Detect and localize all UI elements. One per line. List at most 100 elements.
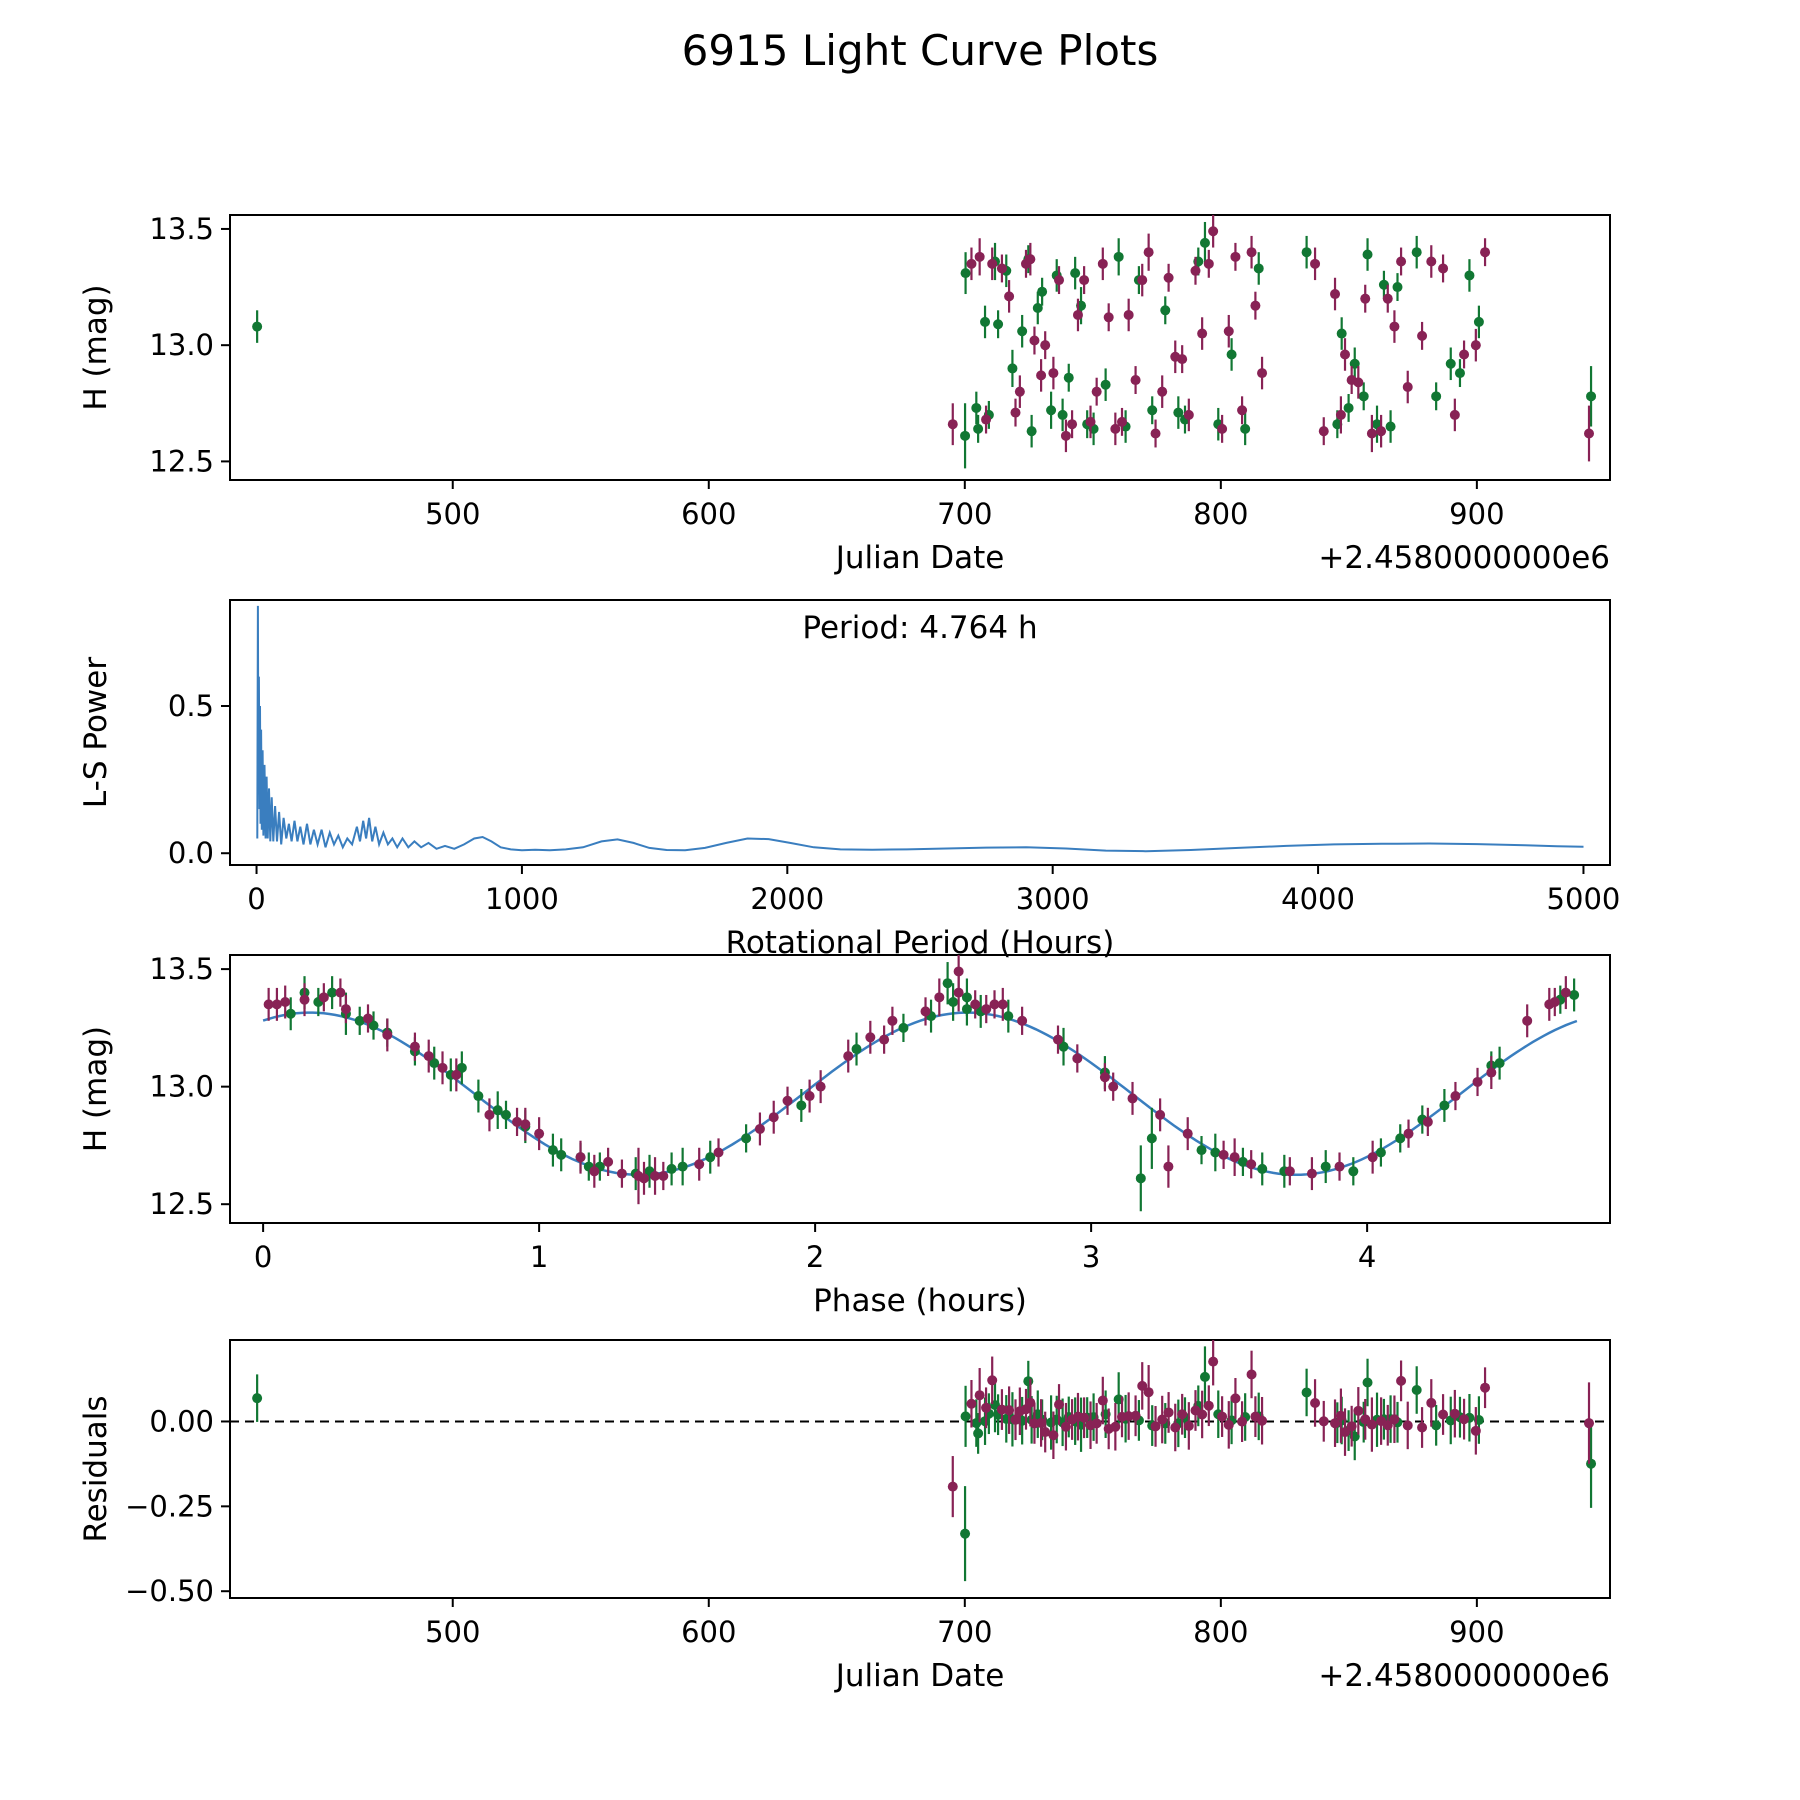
data-point xyxy=(1584,1418,1595,1429)
data-point xyxy=(252,321,263,332)
svg-text:800: 800 xyxy=(1193,497,1248,531)
data-point xyxy=(1025,1397,1036,1408)
data-point xyxy=(1010,407,1021,418)
data-point xyxy=(547,1145,558,1156)
period-annotation: Period: 4.764 h xyxy=(802,610,1037,646)
data-point xyxy=(960,430,971,441)
data-point xyxy=(556,1149,567,1160)
svg-text:13.0: 13.0 xyxy=(149,328,214,362)
data-point xyxy=(1426,256,1437,267)
data-point xyxy=(1586,391,1597,402)
x-axis-offset: +2.4580000000e6 xyxy=(1318,1658,1610,1694)
svg-text:600: 600 xyxy=(681,497,736,531)
data-point xyxy=(1230,251,1241,262)
data-point xyxy=(947,419,958,430)
data-point xyxy=(1079,1412,1090,1423)
data-point xyxy=(1057,409,1068,420)
data-point xyxy=(1183,1420,1194,1431)
data-point xyxy=(1310,1397,1321,1408)
data-point xyxy=(1480,1382,1491,1393)
svg-text:1: 1 xyxy=(530,1240,548,1274)
svg-text:3000: 3000 xyxy=(1016,882,1090,916)
data-point xyxy=(1301,247,1312,258)
data-point xyxy=(1223,1419,1234,1430)
data-point xyxy=(1454,368,1465,379)
svg-text:−0.50: −0.50 xyxy=(125,1574,214,1608)
data-point xyxy=(1097,1395,1108,1406)
data-point xyxy=(520,1119,531,1130)
svg-text:2: 2 xyxy=(806,1240,824,1274)
data-point xyxy=(1459,1414,1470,1425)
data-point xyxy=(1137,1380,1148,1391)
data-point xyxy=(1067,419,1078,430)
data-point xyxy=(1097,258,1108,269)
data-point xyxy=(1403,1128,1414,1139)
data-point xyxy=(1157,386,1168,397)
data-point xyxy=(1190,265,1201,276)
data-point xyxy=(1173,407,1184,418)
data-point xyxy=(1025,254,1036,265)
data-point xyxy=(1130,1410,1141,1421)
data-point xyxy=(285,1008,296,1019)
data-point xyxy=(429,1058,440,1069)
data-point xyxy=(1472,1076,1483,1087)
data-point xyxy=(1367,1152,1378,1163)
data-point xyxy=(1389,321,1400,332)
data-point xyxy=(1250,300,1261,311)
figure-title: 6915 Light Curve Plots xyxy=(681,26,1159,75)
y-axis-label: H (mag) xyxy=(78,1026,114,1152)
data-point xyxy=(1177,354,1188,365)
data-point xyxy=(1310,258,1321,269)
svg-text:500: 500 xyxy=(425,1615,480,1649)
data-point xyxy=(1320,1161,1331,1172)
svg-text:13.5: 13.5 xyxy=(149,212,214,246)
data-point xyxy=(1358,391,1369,402)
data-point xyxy=(960,268,971,279)
data-point xyxy=(1017,326,1028,337)
data-point xyxy=(409,1041,420,1052)
svg-text:4000: 4000 xyxy=(1281,882,1355,916)
data-point xyxy=(1438,263,1449,274)
data-point xyxy=(1362,1377,1373,1388)
sinusoid-fit-line xyxy=(262,1011,1578,1177)
panel-residuals: 500 600 700 800 900 0.00 −0.25 −0.50 Julian Date… xyxy=(78,1339,1611,1694)
data-point xyxy=(484,1109,495,1120)
data-point xyxy=(1163,272,1174,283)
data-point xyxy=(1072,1053,1083,1064)
data-point xyxy=(1137,275,1148,286)
data-point xyxy=(973,423,984,434)
svg-text:3: 3 xyxy=(1082,1240,1100,1274)
data-point xyxy=(1257,1163,1268,1174)
data-point xyxy=(974,251,985,262)
svg-text:12.5: 12.5 xyxy=(149,444,214,478)
panel-lightcurve: 500 600 700 800 900 12.5 13.0 13.5 Julian Date +2… xyxy=(78,212,1611,576)
y-axis-label: L-S Power xyxy=(78,657,114,808)
data-point xyxy=(1253,263,1264,274)
data-point xyxy=(1438,1409,1449,1420)
data-point xyxy=(1389,1414,1400,1425)
data-point xyxy=(1335,409,1346,420)
data-point xyxy=(1040,1427,1051,1438)
data-point xyxy=(1335,1410,1346,1421)
data-point xyxy=(589,1166,600,1177)
data-point xyxy=(1417,1422,1428,1433)
svg-text:13.0: 13.0 xyxy=(149,1070,214,1104)
data-point xyxy=(966,1398,977,1409)
svg-text:900: 900 xyxy=(1449,1615,1504,1649)
data-point xyxy=(1054,275,1065,286)
data-point xyxy=(1459,349,1470,360)
svg-text:1000: 1000 xyxy=(485,882,559,916)
svg-text:5000: 5000 xyxy=(1547,882,1621,916)
data-point xyxy=(1157,1414,1168,1425)
data-point xyxy=(947,1481,958,1492)
data-point xyxy=(1085,416,1096,427)
data-point xyxy=(1340,1427,1351,1438)
panel-phase: 0 1 2 3 4 12.5 13.0 13.5 Phase (hours) H (mag) xyxy=(78,952,1611,1319)
data-point xyxy=(1586,1458,1597,1469)
data-point xyxy=(1411,1385,1422,1396)
data-point xyxy=(1040,340,1051,351)
data-point xyxy=(1445,358,1456,369)
svg-text:12.5: 12.5 xyxy=(149,1187,214,1221)
data-point xyxy=(1569,989,1580,1000)
data-point xyxy=(1470,340,1481,351)
